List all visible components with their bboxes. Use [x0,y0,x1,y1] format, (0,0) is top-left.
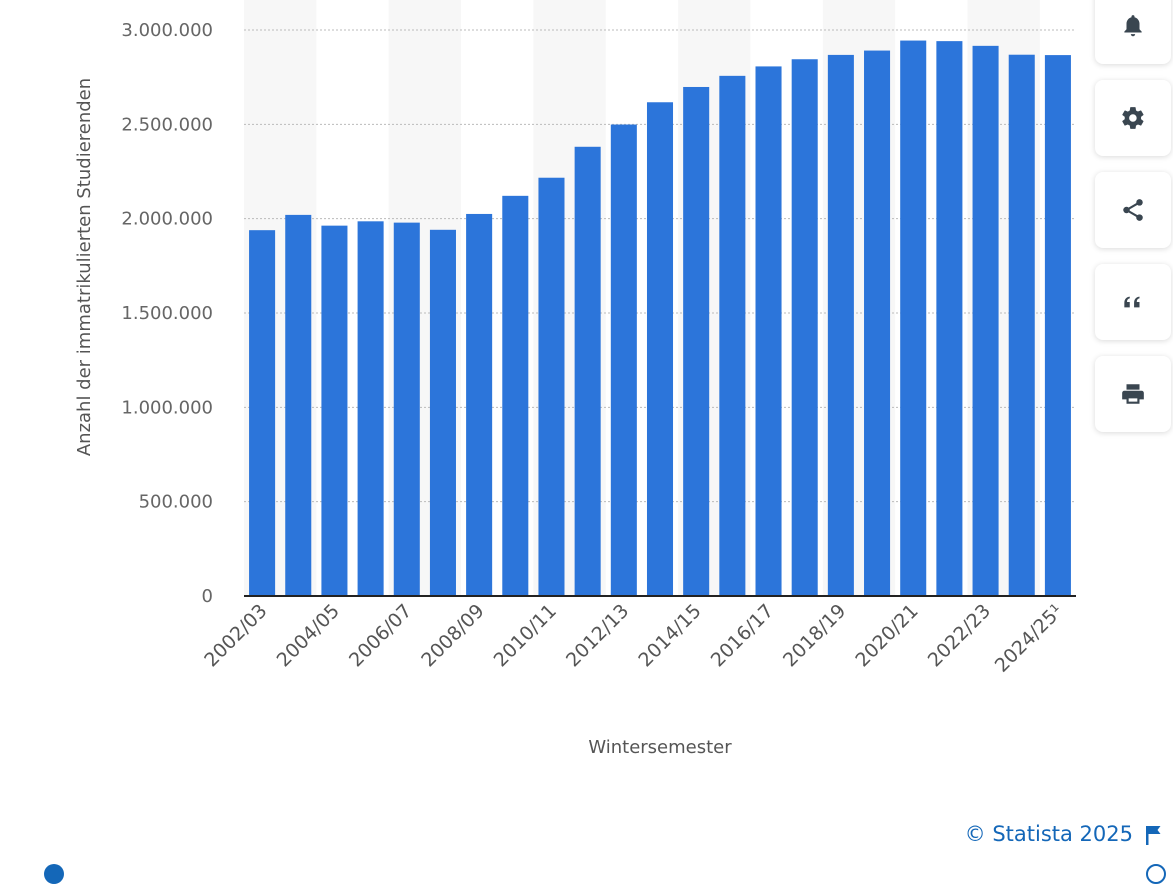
info-icon [44,864,64,884]
x-tick-label: 2016/17 [707,600,778,671]
bar[interactable] [393,222,420,596]
bar[interactable] [321,225,348,596]
bar[interactable] [864,50,891,596]
x-axis-ticks: 2002/03 2004/05 2006/07 2008/09 2010/11 2012/… [200,600,1067,677]
x-tick-label: 2018/19 [779,600,850,671]
x-tick-label: 2014/15 [634,600,705,671]
bar[interactable] [249,230,276,596]
bar[interactable] [610,124,637,596]
y-tick-label: 1.500.000 [121,303,213,324]
x-tick-label: 2002/03 [200,600,271,671]
settings-button[interactable] [1095,80,1171,156]
x-tick-label: 2012/13 [562,600,633,671]
x-tick-label: 2022/23 [924,600,995,671]
y-tick-label: 2.000.000 [121,209,213,230]
bell-icon [1124,15,1142,37]
bar-chart: 0 500.000 1.000.000 1.500.000 2.000.000 2.500… [74,20,1076,758]
y-tick-label: 500.000 [139,492,213,513]
y-tick-label: 3.000.000 [121,20,213,41]
bar[interactable] [791,59,818,596]
share-button[interactable] [1095,172,1171,248]
x-tick-label: 2004/05 [273,600,344,671]
bar[interactable] [827,54,854,597]
x-tick-label: 2010/11 [490,600,561,671]
bar[interactable] [936,41,963,596]
cite-button[interactable] [1095,264,1171,340]
quote-icon [1124,296,1140,308]
gear-icon [1122,107,1144,129]
y-tick-label: 0 [202,586,213,607]
footer-link[interactable] [44,864,64,884]
bar[interactable] [646,102,674,596]
bar[interactable] [538,177,565,596]
y-tick-label: 2.500.000 [121,114,213,135]
bar[interactable] [502,195,529,596]
x-tick-label: 2008/09 [417,600,488,671]
bar[interactable] [900,40,927,597]
x-axis-title: Wintersemester [588,737,732,758]
bar[interactable] [357,221,384,597]
bar[interactable] [719,75,746,596]
help-icon[interactable] [1146,864,1166,884]
y-tick-label: 1.000.000 [121,397,213,418]
bar[interactable] [1008,54,1035,596]
x-tick-label: 2020/21 [851,600,922,671]
bar[interactable] [683,86,710,597]
chart-area: 0 500.000 1.000.000 1.500.000 2.000.000 2.500… [74,20,1076,758]
bar[interactable] [574,146,601,596]
bar[interactable] [429,229,456,596]
flag-icon[interactable] [1144,824,1162,846]
bars [249,40,1071,597]
copyright-link[interactable]: © Statista 2025 [964,822,1133,846]
share-icon [1123,199,1143,221]
x-tick-label: 2006/07 [345,600,416,671]
print-button[interactable] [1095,356,1171,432]
print-icon [1122,384,1144,404]
bar[interactable] [755,66,782,597]
x-tick-label: 2024/25¹ [991,600,1068,677]
y-axis-ticks: 0 500.000 1.000.000 1.500.000 2.000.000 2.500… [121,20,213,607]
bar[interactable] [466,213,493,596]
notification-button[interactable] [1095,0,1171,64]
bar[interactable] [972,45,999,596]
bar[interactable] [1044,55,1071,597]
bar[interactable] [285,214,312,597]
y-axis-title: Anzahl der immatrikulierten Studierenden [74,78,95,456]
